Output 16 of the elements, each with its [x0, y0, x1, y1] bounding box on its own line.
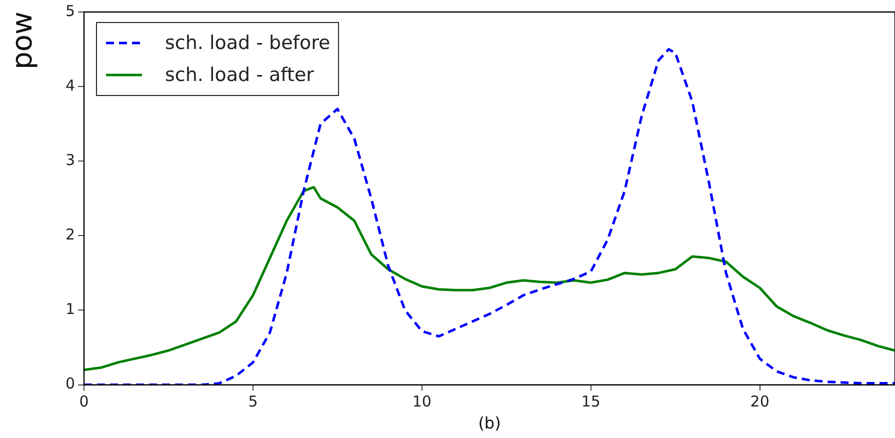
x-tick-label: 0 — [79, 392, 89, 411]
legend-label: sch. load - before — [165, 31, 330, 56]
line-series — [84, 48, 895, 385]
y-tick-label: 0 — [65, 374, 75, 393]
y-tick-label: 2 — [65, 226, 75, 244]
legend-label: sch. load - after — [165, 63, 314, 88]
y-axis-title: pow — [6, 11, 38, 69]
y-tick-label: 1 — [65, 300, 75, 318]
x-tick-label: 10 — [412, 392, 432, 411]
x-tick-label: 5 — [248, 392, 258, 411]
x-axis-title: (b) — [478, 414, 501, 433]
y-tick-label: 4 — [65, 76, 75, 94]
y-tick-label: 5 — [65, 2, 75, 20]
y-tick-label: 3 — [65, 151, 75, 170]
x-tick-label: 15 — [581, 392, 600, 411]
x-tick-label: 20 — [750, 392, 770, 411]
